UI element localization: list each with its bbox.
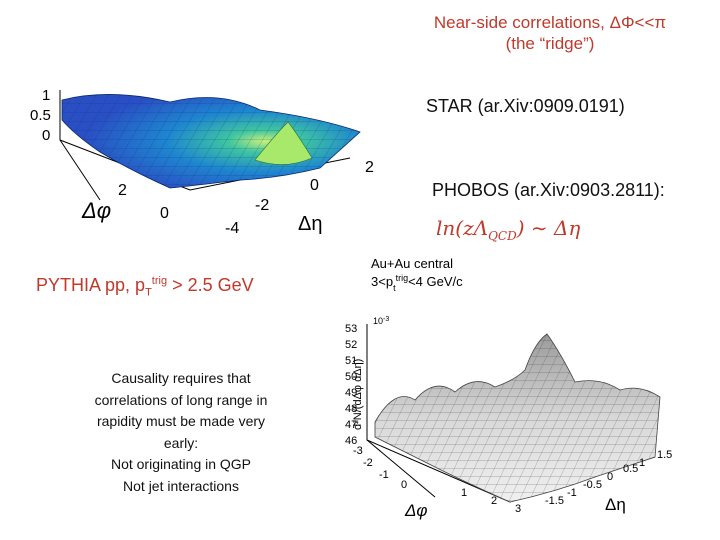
phobos-exponent: 10-3 (373, 316, 389, 327)
phobos-deta-tick: 0 (607, 471, 613, 483)
star-dphi-tick: 0 (160, 205, 169, 222)
phobos-reference: PHOBOS (ar.Xiv:0903.2811): (432, 180, 665, 200)
phobos-z-label: d²N/(dΔφ dΔη) (352, 359, 364, 430)
star-dphi-tick: 2 (118, 182, 127, 199)
phobos-z-tick: 46 (345, 435, 357, 447)
phobos-deta-tick: 1 (639, 457, 645, 469)
star-reference: STAR (ar.Xiv:0909.0191) (426, 96, 625, 116)
star-z-tick: 0 (42, 127, 50, 144)
phobos-deta-ticks: -1.5 -1 -0.5 0 0.5 1 1.5 (545, 449, 672, 507)
formula: ln(zΛQCD) ∼ Δη (436, 216, 580, 243)
star-dphi-tick: -4 (225, 220, 239, 237)
star-dphi-label: Δφ (81, 198, 111, 223)
causality-line: rapidity must be made very (96, 413, 266, 429)
phobos-header-sub: t (393, 283, 396, 293)
star-deta-label: Δη (298, 213, 322, 235)
formula-head: ln(zΛ (436, 216, 489, 240)
phobos-dphi-tick: 0 (401, 479, 407, 491)
phobos-header-post: <4 GeV/c (408, 274, 463, 289)
phobos-z-tick: 48 (345, 403, 357, 415)
pythia-label: PYTHIA pp, pTtrig > 2.5 GeV (36, 275, 254, 299)
phobos-z-tick: 53 (345, 323, 357, 335)
star-dphi-tick: -2 (255, 197, 269, 214)
phobos-deta-label: Δη (605, 495, 626, 514)
phobos-z-tick: 50 (345, 371, 357, 383)
title-line-2: (the “ridge”) (505, 34, 595, 53)
phobos-dphi-tick: -3 (353, 445, 363, 457)
phobos-header-sup: trig (396, 273, 409, 283)
star-deta-tick: 2 (365, 159, 374, 176)
phobos-dphi-tick: 1 (461, 487, 467, 499)
phobos-dphi-label: Δφ (404, 501, 428, 520)
phobos-deta-tick: -0.5 (583, 479, 602, 491)
phobos-exponent-sup: -3 (383, 316, 389, 323)
phobos-header-line2: 3<pttrig<4 GeV/c (371, 273, 463, 293)
star-z-tick: 1 (42, 87, 50, 104)
phobos-dphi-ticks: -3 -2 -1 0 1 2 3 (353, 445, 521, 515)
phobos-header-pre: 3<p (371, 274, 393, 289)
phobos-dphi-tick: 3 (515, 503, 521, 515)
pythia-post: > 2.5 GeV (167, 275, 254, 295)
formula-tail: ) ∼ Δη (516, 216, 581, 240)
phobos-deta-tick: 1.5 (657, 449, 672, 461)
phobos-z-tick: 49 (345, 387, 357, 399)
pythia-sup: trig (151, 275, 168, 287)
phobos-z-tick: 52 (345, 339, 357, 351)
causality-line: Causality requires that (111, 370, 251, 386)
phobos-dphi-tick: -1 (379, 469, 389, 481)
phobos-deta-tick: 0.5 (623, 463, 638, 475)
causality-line: early: (163, 434, 199, 451)
pythia-sub: T (145, 286, 152, 299)
phobos-dphi-tick: -2 (363, 457, 373, 469)
phobos-z-tick: 51 (345, 355, 357, 367)
star-peak (254, 121, 313, 165)
phobos-z-ticks: 53 52 51 50 49 48 47 46 (345, 323, 357, 447)
pythia-pre: PYTHIA pp, p (36, 275, 146, 295)
causality-text: Causality requires that correlations of … (72, 368, 290, 497)
phobos-surface-plot: Au+Au central 3<pttrig<4 GeV/c 10-3 53 5… (345, 256, 672, 520)
phobos-z-tick: 47 (345, 419, 357, 431)
phobos-deta-tick: -1 (567, 487, 577, 499)
star-z-tick: 0.5 (30, 107, 51, 124)
causality-line: Not jet interactions (123, 477, 239, 494)
phobos-header-line1: Au+Au central (371, 256, 453, 271)
formula-sub: QCD (488, 229, 517, 243)
causality-line: Not originating in QGP (110, 456, 252, 472)
phobos-deta-tick: -1.5 (545, 495, 564, 507)
phobos-dphi-tick: 2 (491, 495, 497, 507)
star-surface-plot: 1 0.5 0 2 0 -2 -4 2 0 Δφ Δη (30, 87, 374, 237)
title-line-1: Near-side correlations, ΔΦ<<π (433, 13, 667, 32)
slide-title: Near-side correlations, ΔΦ<<π (the “ridg… (400, 12, 700, 54)
phobos-exponent-base: 10 (373, 316, 383, 326)
causality-line: correlations of long range in (94, 391, 268, 408)
star-deta-tick: 0 (310, 177, 319, 194)
star-dphi-axis (59, 139, 101, 201)
